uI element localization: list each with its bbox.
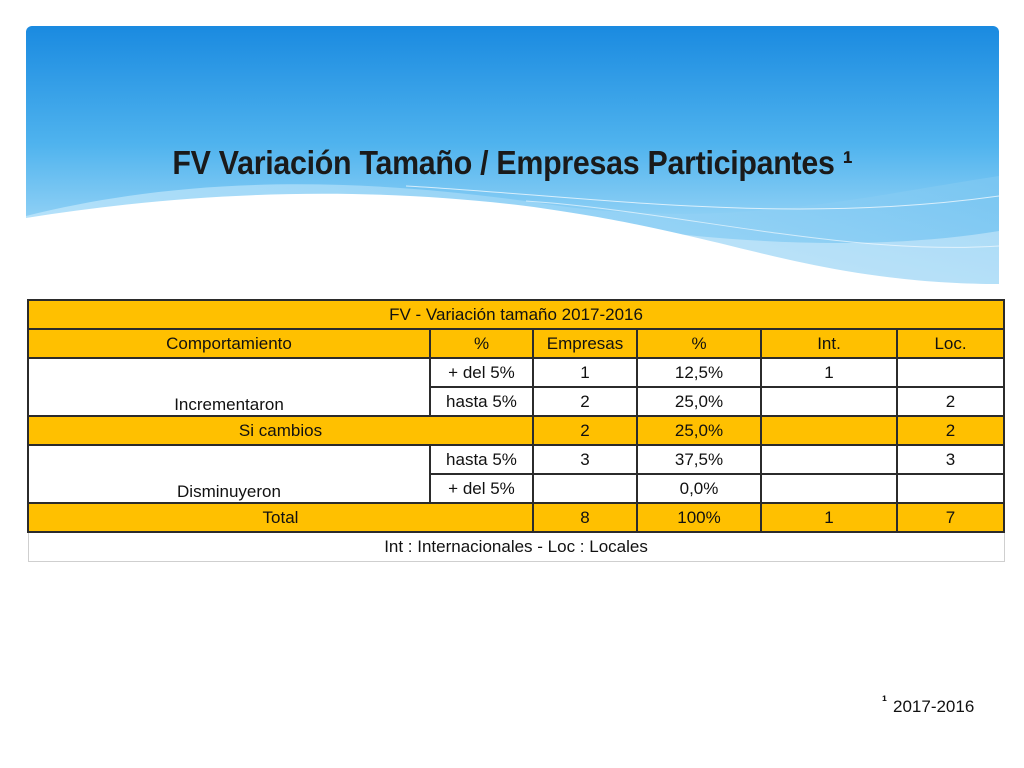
range-cell: + del 5%	[429, 473, 534, 504]
loc-cell: 7	[895, 502, 1006, 533]
table-row: + del 5% 0,0%	[28, 473, 1006, 504]
pct-cell: 12,5%	[636, 357, 762, 388]
empresas-cell: 2	[532, 386, 638, 417]
page-title: FV Variación Tamaño / Empresas Participa…	[172, 144, 853, 181]
pct-cell: 37,5%	[636, 444, 762, 475]
table-row: Disminuyeron hasta 5% 3 37,5% 3	[27, 444, 1006, 504]
loc-cell: 3	[895, 444, 1006, 475]
total-label: Total	[27, 502, 534, 533]
variation-table: FV - Variación tamaño 2017-2016 Comporta…	[26, 299, 1006, 562]
loc-cell: 2	[895, 386, 1006, 417]
table-caption-row: FV - Variación tamaño 2017-2016	[26, 299, 1006, 330]
pct-cell: 100%	[636, 502, 762, 533]
group-label-disminuyeron: Disminuyeron	[27, 444, 431, 504]
empresas-cell	[532, 473, 638, 504]
header-int: Int.	[760, 328, 898, 359]
pct-cell: 25,0%	[636, 415, 762, 446]
table-row: hasta 5% 2 25,0% 2	[28, 386, 1006, 417]
int-cell	[760, 386, 898, 417]
wave-background	[26, 26, 999, 288]
table-caption: FV - Variación tamaño 2017-2016	[26, 299, 1006, 330]
loc-cell: 2	[895, 415, 1006, 446]
footnote-marker: ¹	[882, 693, 887, 710]
footnote: ¹ 2017-2016	[882, 693, 974, 717]
header-banner: FV Variación Tamaño / Empresas Participa…	[26, 26, 999, 288]
table-header-row: Comportamiento % Empresas % Int. Loc.	[27, 328, 1006, 359]
header-range-pct: %	[429, 328, 534, 359]
table-footnote: Int : Internacionales - Loc : Locales	[27, 531, 1005, 562]
int-cell	[760, 444, 898, 475]
table-row: Incrementaron + del 5% 1 12,5% 1	[27, 357, 1006, 417]
table-row-total: Total 8 100% 1 7	[27, 502, 1006, 533]
loc-cell	[895, 357, 1006, 388]
empresas-cell: 1	[532, 357, 638, 388]
header-comportamiento: Comportamiento	[27, 328, 431, 359]
empresas-cell: 2	[532, 415, 638, 446]
group-label-incrementaron: Incrementaron	[27, 357, 431, 417]
header-empresas: Empresas	[532, 328, 638, 359]
footnote-text: 2017-2016	[893, 697, 975, 716]
header-pct: %	[636, 328, 762, 359]
table-footnote-row: Int : Internacionales - Loc : Locales	[27, 531, 1005, 562]
loc-cell	[895, 473, 1006, 504]
empresas-cell: 8	[532, 502, 638, 533]
range-cell: hasta 5%	[429, 444, 534, 475]
int-cell: 1	[760, 357, 898, 388]
range-cell: + del 5%	[429, 357, 534, 388]
range-cell: hasta 5%	[429, 386, 534, 417]
pct-cell: 0,0%	[636, 473, 762, 504]
int-cell	[760, 415, 898, 446]
empresas-cell: 3	[532, 444, 638, 475]
header-loc: Loc.	[895, 328, 1006, 359]
pct-cell: 25,0%	[636, 386, 762, 417]
int-cell: 1	[760, 502, 898, 533]
int-cell	[760, 473, 898, 504]
group-label-sin-cambios: Si cambios	[27, 415, 534, 446]
table-row-sin-cambios: Si cambios 2 25,0% 2	[27, 415, 1006, 446]
